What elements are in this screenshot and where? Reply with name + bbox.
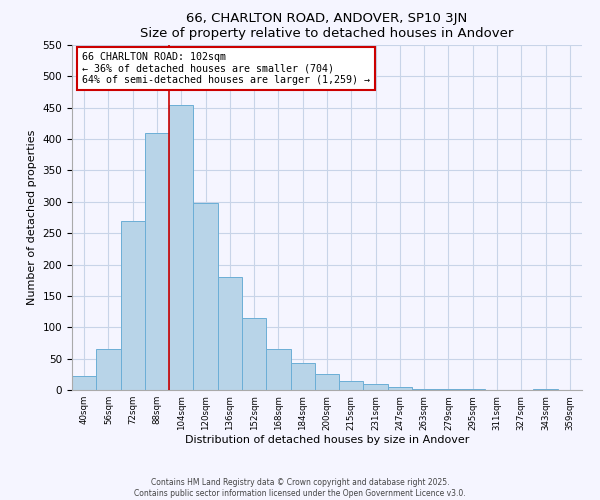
Text: 66 CHARLTON ROAD: 102sqm
← 36% of detached houses are smaller (704)
64% of semi-: 66 CHARLTON ROAD: 102sqm ← 36% of detach… <box>82 52 370 85</box>
Bar <box>169 104 193 390</box>
Bar <box>315 374 339 390</box>
Bar <box>193 203 218 390</box>
Bar <box>218 277 242 390</box>
Bar <box>145 133 169 390</box>
Bar <box>121 220 145 390</box>
Bar <box>266 349 290 390</box>
Bar <box>290 363 315 390</box>
Bar <box>72 376 96 390</box>
Title: 66, CHARLTON ROAD, ANDOVER, SP10 3JN
Size of property relative to detached house: 66, CHARLTON ROAD, ANDOVER, SP10 3JN Siz… <box>140 12 514 40</box>
Y-axis label: Number of detached properties: Number of detached properties <box>27 130 37 305</box>
Bar <box>242 318 266 390</box>
Bar <box>339 381 364 390</box>
X-axis label: Distribution of detached houses by size in Andover: Distribution of detached houses by size … <box>185 436 469 446</box>
Bar <box>96 349 121 390</box>
Bar <box>412 388 436 390</box>
Bar <box>388 387 412 390</box>
Bar <box>364 384 388 390</box>
Text: Contains HM Land Registry data © Crown copyright and database right 2025.
Contai: Contains HM Land Registry data © Crown c… <box>134 478 466 498</box>
